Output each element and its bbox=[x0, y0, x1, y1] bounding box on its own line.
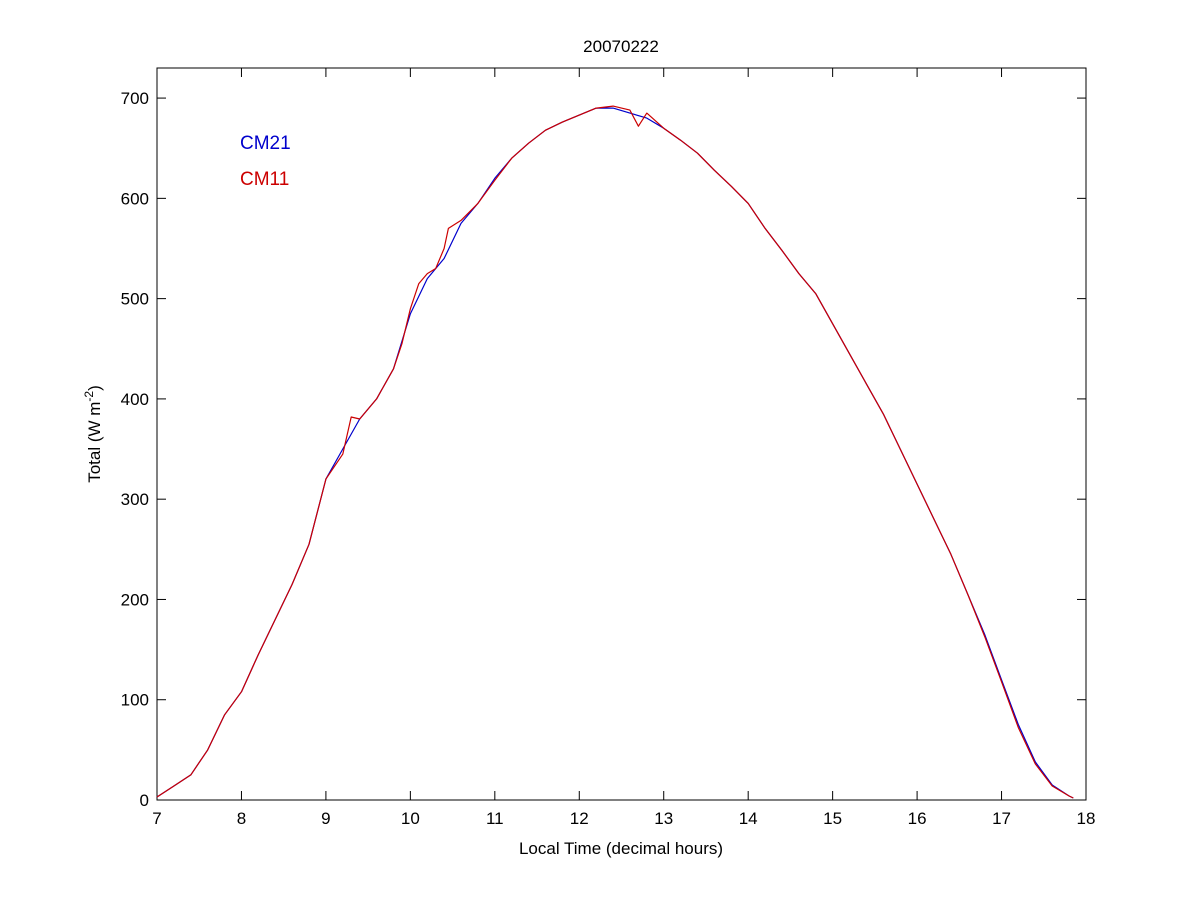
x-tick-label: 11 bbox=[486, 809, 504, 828]
x-tick-label: 14 bbox=[739, 809, 758, 828]
x-tick-label: 18 bbox=[1077, 809, 1096, 828]
y-axis-label-text: Total (W m bbox=[85, 402, 104, 483]
x-tick-label: 15 bbox=[823, 809, 842, 828]
chart-title: 20070222 bbox=[583, 37, 659, 56]
plot-area bbox=[156, 67, 1087, 801]
x-tick-label: 7 bbox=[152, 809, 161, 828]
legend-entry-cm21: CM21 bbox=[240, 133, 291, 154]
x-tick-label: 10 bbox=[401, 809, 420, 828]
y-tick-label: 400 bbox=[121, 390, 149, 409]
x-tick-label: 13 bbox=[654, 809, 673, 828]
x-axis: 7 8 9 10 11 12 13 14 15 16 17 18 bbox=[152, 68, 1095, 828]
x-axis-label: Local Time (decimal hours) bbox=[519, 839, 723, 858]
y-axis: 0 100 200 300 400 500 600 700 bbox=[121, 89, 1086, 810]
series-lines bbox=[156, 105, 1074, 799]
legend: CM21 CM11 bbox=[240, 133, 291, 190]
legend-entry-cm11: CM11 bbox=[240, 169, 289, 190]
y-tick-label: 0 bbox=[140, 791, 149, 810]
x-tick-label: 17 bbox=[992, 809, 1011, 828]
y-tick-label: 300 bbox=[121, 490, 149, 509]
series-line-cm11 bbox=[156, 105, 1074, 799]
y-tick-label: 200 bbox=[121, 590, 149, 609]
x-tick-label: 16 bbox=[908, 809, 927, 828]
y-axis-label: Total (W m-2) bbox=[82, 385, 104, 483]
y-axis-label-suffix: ) bbox=[85, 385, 104, 391]
y-tick-label: 100 bbox=[121, 691, 149, 710]
x-tick-label: 12 bbox=[570, 809, 589, 828]
x-tick-label: 9 bbox=[321, 809, 330, 828]
y-tick-label: 700 bbox=[121, 89, 149, 108]
y-tick-label: 600 bbox=[121, 189, 149, 208]
x-tick-label: 8 bbox=[237, 809, 246, 828]
y-tick-label: 500 bbox=[121, 290, 149, 309]
y-axis-label-superscript: -2 bbox=[82, 391, 96, 402]
